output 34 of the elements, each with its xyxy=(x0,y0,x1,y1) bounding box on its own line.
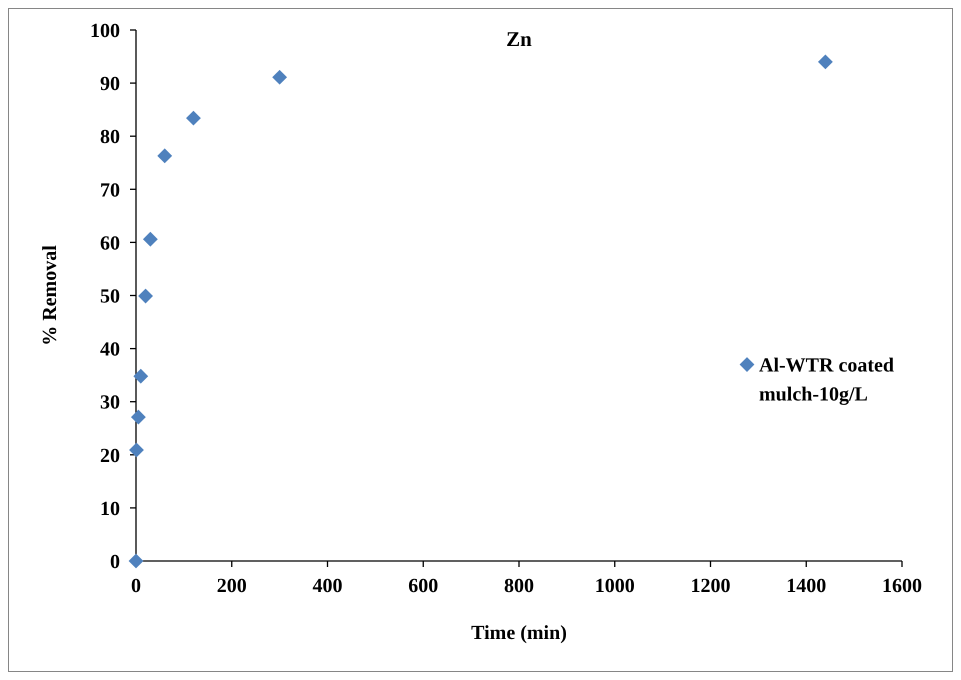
point xyxy=(128,554,144,568)
chart-title: Zn xyxy=(506,27,532,51)
point xyxy=(272,70,288,85)
point xyxy=(133,368,148,384)
x-tick-label: 600 xyxy=(408,575,438,597)
point xyxy=(130,410,146,425)
legend-label: Al-WTR coated mulch-10g/L xyxy=(759,354,894,406)
point xyxy=(142,232,158,247)
y-axis-title: % Removal xyxy=(39,244,61,346)
x-tick-label: 0 xyxy=(131,575,141,597)
y-tick-label: 20 xyxy=(100,444,120,467)
y-tick-label: 80 xyxy=(100,126,120,148)
x-tick-label: 1200 xyxy=(690,575,730,597)
point xyxy=(157,148,172,164)
y-tick-label: 0 xyxy=(110,551,120,573)
x-tick-label: 1600 xyxy=(882,575,922,597)
x-tick-label: 200 xyxy=(216,575,247,597)
y-tick-label: 60 xyxy=(100,232,120,254)
y-tick-label: 90 xyxy=(100,73,120,96)
y-tick-label: 100 xyxy=(90,20,120,42)
point xyxy=(186,110,201,126)
point xyxy=(129,442,144,458)
x-tick-label: 400 xyxy=(312,575,342,597)
y-tick-label: 50 xyxy=(100,286,120,308)
y-tick-label: 40 xyxy=(100,338,120,361)
x-tick-label: 800 xyxy=(504,575,534,597)
point xyxy=(818,54,833,70)
y-tick-label: 70 xyxy=(100,179,120,202)
y-tick-label: 10 xyxy=(100,498,120,520)
y-tick-label: 30 xyxy=(100,392,120,414)
x-tick-label: 1000 xyxy=(594,575,635,597)
x-axis-title: Time (min) xyxy=(471,622,567,644)
x-tick-label: 1400 xyxy=(786,575,826,597)
point xyxy=(138,288,153,304)
